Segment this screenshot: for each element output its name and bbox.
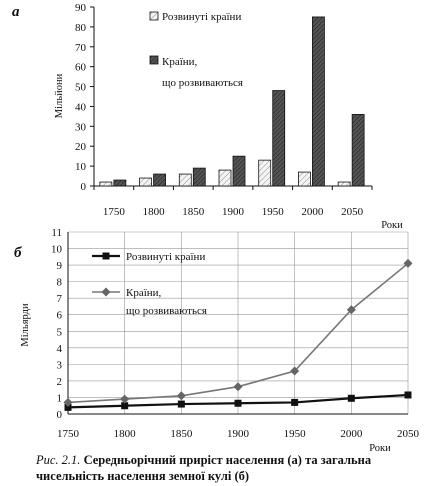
- panel-b-y-tick-label: 5: [57, 326, 63, 338]
- panel-b-data-point: [63, 397, 73, 407]
- panel-a-bar: [113, 179, 127, 187]
- panel-b-y-tick-label: 8: [57, 277, 63, 289]
- panel-b-data-point: [291, 398, 299, 406]
- panel-b-x-tick-label: 2050: [397, 428, 420, 440]
- panel-b-y-tick-label: 11: [51, 227, 62, 239]
- panel-b-legend-label: що розвиваються: [126, 305, 207, 317]
- panel-b-data-point: [176, 391, 186, 401]
- panel-b-data-point: [120, 394, 130, 404]
- panel-b-y-tick-label: 3: [57, 359, 63, 371]
- panel-a-bar: [218, 169, 232, 187]
- panel-a-x-axis-label: Роки: [381, 220, 403, 231]
- panel-b-legend-marker: [102, 252, 110, 260]
- panel-a-x-tick-label: 1850: [182, 206, 205, 218]
- panel-a-bar: [153, 173, 166, 187]
- panel-b-data-point: [233, 382, 243, 392]
- panel-a-y-tick-label: 90: [75, 2, 87, 14]
- panel-b-label: б: [14, 245, 22, 261]
- panel-a-y-tick-label: 20: [75, 141, 87, 153]
- panel-a-y-tick-label: 70: [75, 42, 87, 54]
- panel-b-data-point: [404, 391, 412, 399]
- panel-b-data-point: [347, 394, 355, 402]
- caption-text: Середньорічний приріст населення (а) та …: [36, 453, 372, 483]
- panel-a-label: а: [12, 4, 20, 20]
- caption-prefix: Рис. 2.1.: [36, 453, 81, 467]
- panel-b-y-tick-label: 7: [57, 293, 63, 305]
- panel-b-x-tick-label: 2000: [340, 428, 363, 440]
- panel-b-x-tick-label: 1800: [114, 428, 137, 440]
- panel-b-y-tick-label: 0: [57, 409, 63, 421]
- panel-b-data-point: [121, 402, 129, 410]
- panel-b-y-tick-label: 4: [57, 343, 63, 355]
- panel-a-bar: [312, 16, 325, 187]
- panel-b-y-tick-label: 9: [57, 260, 63, 272]
- panel-b-data-point: [346, 305, 356, 315]
- panel-b-x-tick-label: 1750: [57, 428, 80, 440]
- panel-b-x-tick-label: 1950: [284, 428, 307, 440]
- panel-b-legend-label: Країни,: [126, 287, 162, 299]
- panel-a-bar: [298, 171, 311, 187]
- panel-b-legend-marker: [101, 287, 111, 297]
- panel-a-bar: [99, 181, 113, 187]
- panel-a-x-tick-label: 2000: [301, 206, 324, 218]
- panel-a-x-tick-label: 1900: [222, 206, 245, 218]
- panel-b-data-point: [403, 258, 413, 268]
- panel-a-bar: [272, 90, 286, 187]
- panel-a-bar: [258, 159, 272, 187]
- panel-a-bar: [337, 181, 351, 187]
- panel-a-bar: [192, 167, 206, 187]
- panel-a-y-tick-label: 10: [75, 161, 87, 173]
- panel-a-legend-swatch: [149, 55, 159, 65]
- panel-b-data-point: [290, 366, 300, 376]
- panel-a-legend-swatch: [149, 11, 159, 21]
- panel-b-data-point: [177, 400, 185, 408]
- panel-a-x-tick-label: 1950: [262, 206, 285, 218]
- panel-a-bar: [178, 173, 192, 187]
- panel-b-x-axis-label: Роки: [369, 443, 391, 454]
- panel-a-y-tick-label: 50: [75, 82, 87, 94]
- panel-a-x-tick-label: 1800: [143, 206, 166, 218]
- panel-b-y-tick-label: 1: [57, 392, 63, 404]
- panel-b-legend-label: Розвинуті країни: [126, 251, 205, 263]
- panel-a-x-tick-label: 2050: [341, 206, 364, 218]
- panel-a-y-tick-label: 60: [75, 62, 87, 74]
- panel-b-data-point: [234, 399, 242, 407]
- panel-a-bar: [139, 177, 152, 187]
- panel-a-legend-label: Розвинуті країни: [162, 11, 241, 23]
- panel-a-y-tick-label: 80: [75, 22, 87, 34]
- panel-b-data-point: [64, 403, 72, 411]
- panel-a-y-tick-label: 40: [75, 101, 87, 113]
- panel-a-y-axis-label: Мільйони: [54, 73, 65, 118]
- panel-a-x-tick-label: 1750: [103, 206, 126, 218]
- panel-a-legend-label: Країни,: [162, 56, 198, 68]
- panel-b-x-tick-label: 1850: [170, 428, 193, 440]
- panel-b-y-tick-label: 6: [57, 310, 63, 322]
- panel-b-y-tick-label: 10: [51, 244, 63, 256]
- figure-caption: Рис. 2.1. Середньорічний приріст населен…: [36, 452, 432, 484]
- panel-b-x-tick-label: 1900: [227, 428, 250, 440]
- panel-b-y-axis-label: Мільярди: [20, 303, 31, 347]
- panel-b-y-tick-label: 2: [57, 376, 63, 388]
- panel-a-legend-label: що розвиваються: [162, 77, 243, 89]
- panel-a-y-tick-label: 0: [81, 181, 87, 193]
- panel-a-y-tick-label: 30: [75, 121, 87, 133]
- panel-a-bar: [351, 114, 365, 187]
- panel-a-bar: [232, 155, 246, 187]
